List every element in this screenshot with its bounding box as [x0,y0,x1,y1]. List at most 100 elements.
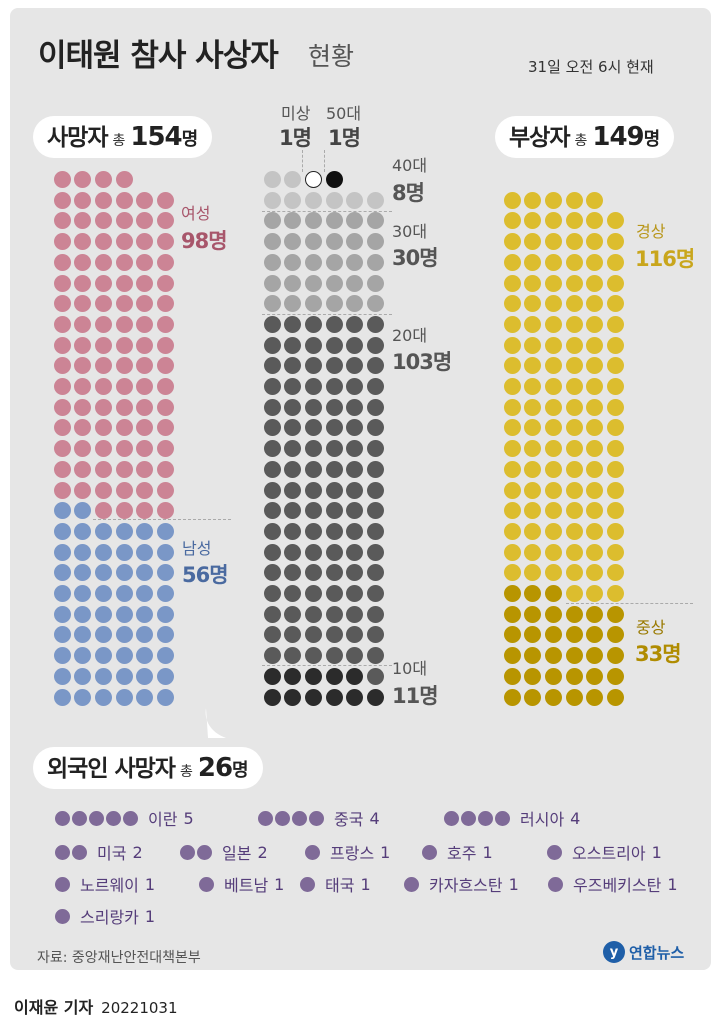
country-dot [495,810,510,826]
age30-divider [262,314,392,315]
serious-injury-dot [544,626,562,644]
female-death-dot [94,440,112,458]
minor-injury-dot [524,460,542,478]
minor-injury-dot [524,357,542,375]
age20-dot [325,522,343,540]
age20-dot [263,481,281,499]
minor-injury-dot [607,564,624,582]
female-death-dot [157,481,174,499]
injured-unit: 명 [643,129,661,150]
age20-dot [304,315,322,333]
female-death-dot [115,481,133,499]
male-death-dot [74,688,92,706]
unknown-age-dot [304,171,322,188]
country-dot [72,844,87,860]
age20-dot [284,398,302,416]
minor-injury-dot [524,315,542,333]
age20-dot [284,543,302,561]
serious-injury-dot [524,585,542,602]
country-count: 1 [360,874,371,894]
serious-injury-dot [544,605,562,623]
female-label: 여성 [181,204,211,223]
country-dot [461,810,476,826]
male-death-dot [136,647,154,665]
country-legend-item: 러시아 4 [444,806,580,830]
minor-injury-dot [586,336,604,354]
age40-dot [284,191,302,209]
minor-injury-dot [503,315,521,333]
minor-injury-dot [607,212,624,230]
age20-dot [284,626,302,644]
minor-injury-dot [524,398,542,416]
age20-dot [284,419,302,437]
country-legend-item: 오스트리아 1 [547,840,662,864]
age20-dot [284,564,302,582]
age20-dot [367,605,384,623]
male-death-dot [74,502,92,520]
age20-dot [304,522,322,540]
age20-dot [346,585,364,602]
age20-dot [346,647,364,665]
age20-dot [263,357,281,375]
age20-dot [325,315,343,333]
female-death-dot [53,274,71,292]
male-death-dot [74,647,92,665]
injured-label: 부상자 [509,125,570,151]
minor-injury-dot [586,419,604,437]
age10-dot [346,667,364,685]
country-count: 4 [570,808,581,828]
male-death-dot [157,564,174,582]
data-source: 자료: 중앙재난안전대책본부 [37,950,201,966]
female-death-dot [157,440,174,458]
age20-dot [263,460,281,478]
country-dot [55,876,70,892]
serious-injury-dot [565,688,583,706]
age30-dot [304,233,322,251]
age20-label: 20대 [392,326,428,345]
minor-injury-dot [565,357,583,375]
male-death-dot [94,667,112,685]
female-death-dot [157,357,174,375]
minor-injury-dot [565,522,583,540]
age30-dot [346,253,364,271]
age30-dot [304,212,322,230]
female-death-dot [94,460,112,478]
country-count: 1 [651,842,662,862]
age10-dot [284,688,302,706]
minor-injury-dot [544,543,562,561]
female-death-dot [115,233,133,251]
serious-injury-dot [524,688,542,706]
female-death-dot [136,419,154,437]
male-death-dot [136,543,154,561]
country-name: 베트남 [224,876,269,895]
country-legend-item: 우즈베키스탄 1 [548,872,678,896]
age20-dot [284,522,302,540]
male-death-dot [74,543,92,561]
minor-injury-dot [586,460,604,478]
age20-dot [325,460,343,478]
age20-dot [367,419,384,437]
minor-injury-dot [524,378,542,395]
male-death-dot [94,564,112,582]
female-death-dot [115,171,133,188]
female-death-dot [157,502,174,520]
age20-dot [325,398,343,416]
female-death-dot [53,212,71,230]
female-death-dot [136,502,154,520]
minor-injury-dot [586,315,604,333]
minor-injury-dot [503,357,521,375]
male-death-dot [74,585,92,602]
minor-injury-dot [607,440,624,458]
age20-dot [325,626,343,644]
country-count: 2 [132,842,143,862]
age20-dot [367,543,384,561]
serious-injury-dot [607,688,624,706]
female-death-dot [94,212,112,230]
minor-injury-dot [607,233,624,251]
unknown-age-label: 미상 [281,104,311,123]
country-legend-item: 베트남 1 [199,872,284,896]
minor-injury-dot [524,522,542,540]
age20-dot [304,481,322,499]
age30-dot [325,212,343,230]
male-death-dot [53,688,71,706]
